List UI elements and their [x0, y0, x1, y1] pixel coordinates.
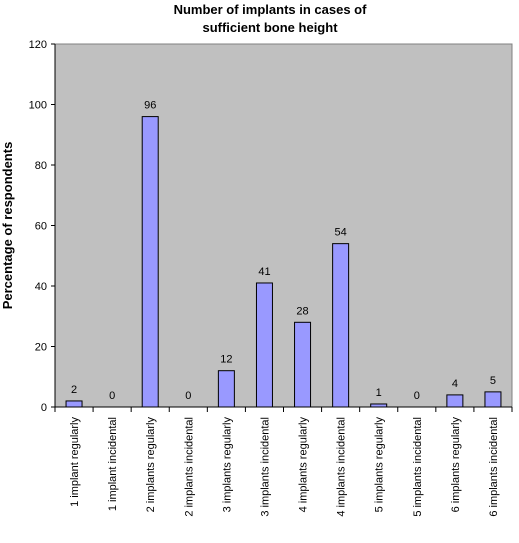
x-tick-label: 1 implant incidental	[107, 417, 119, 511]
x-tick-label: 1 implant regularly	[69, 417, 81, 507]
x-tick-label: 6 implants regularly	[450, 417, 462, 513]
bar	[446, 394, 464, 408]
data-label: 5	[490, 375, 496, 387]
y-tick-label: 40	[35, 281, 47, 293]
y-tick-label: 100	[29, 100, 47, 112]
bar	[141, 116, 159, 408]
x-tick-label: 6 implants incidental	[488, 417, 500, 517]
data-label: 96	[144, 100, 156, 112]
data-label: 4	[452, 378, 458, 390]
y-tick-label: 120	[29, 39, 47, 51]
x-tick-label: 3 implants incidental	[259, 417, 271, 517]
chart-title-line-2: sufficient bone height	[202, 20, 338, 35]
x-tick-label: 3 implants regularly	[221, 417, 233, 513]
data-label: 12	[220, 354, 232, 366]
y-tick-label: 60	[35, 221, 47, 233]
bar	[332, 243, 350, 408]
data-label: 0	[109, 390, 115, 402]
y-axis-label: Percentage of respondents	[0, 142, 15, 310]
data-label: 0	[414, 390, 420, 402]
data-label: 28	[296, 305, 308, 317]
data-label: 54	[335, 227, 347, 239]
x-tick-label: 2 implants incidental	[183, 417, 195, 517]
plot-area	[54, 43, 513, 408]
bar	[217, 370, 235, 408]
x-tick-label: 5 implants incidental	[412, 417, 424, 517]
y-tick-label: 20	[35, 342, 47, 354]
data-label: 1	[376, 387, 382, 399]
data-label: 0	[185, 390, 191, 402]
bar	[294, 321, 312, 408]
x-tick-label: 5 implants regularly	[374, 417, 386, 513]
bar	[484, 391, 502, 408]
chart-title-line-1: Number of implants in cases of	[174, 2, 368, 17]
bar	[255, 282, 273, 408]
y-tick-label: 80	[35, 160, 47, 172]
data-label: 2	[71, 384, 77, 396]
data-label: 41	[258, 266, 270, 278]
x-tick-label: 4 implants incidental	[336, 417, 348, 517]
bar	[65, 400, 83, 408]
y-tick-label: 0	[41, 402, 47, 414]
x-axis: 1 implant regularly 1 implant incidental 2…	[54, 406, 513, 517]
x-tick-label: 4 implants regularly	[298, 417, 310, 513]
y-axis: 0 20 40 60 80 100 120	[29, 39, 56, 414]
x-tick-label: 2 implants regularly	[145, 417, 157, 513]
